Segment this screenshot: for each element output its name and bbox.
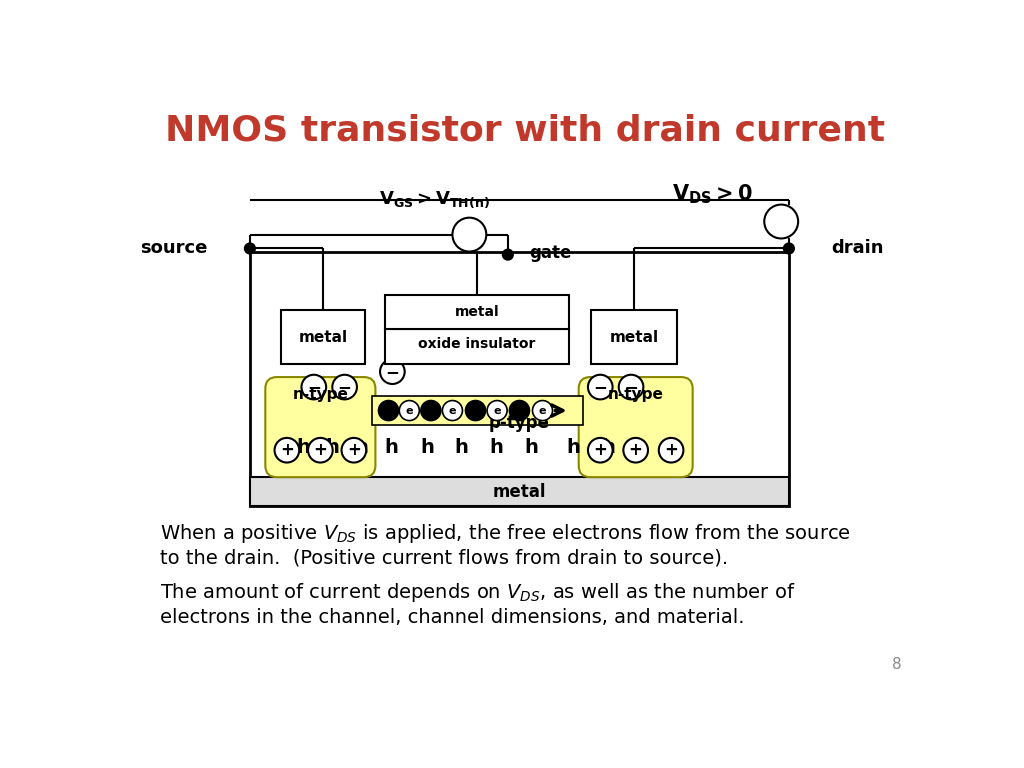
Text: p-type: p-type [489, 414, 550, 432]
Text: h: h [455, 439, 469, 458]
Text: +: + [629, 441, 643, 459]
Text: metal: metal [455, 305, 500, 319]
Text: electrons in the channel, channel dimensions, and material.: electrons in the channel, channel dimens… [160, 607, 744, 627]
Text: h: h [601, 439, 614, 458]
Text: −: − [338, 378, 351, 396]
Circle shape [308, 438, 333, 462]
Text: $\mathbf{V_{GS} > V_{TH(n)}}$: $\mathbf{V_{GS} > V_{TH(n)}}$ [379, 190, 490, 210]
Text: e: e [406, 406, 413, 415]
Circle shape [466, 401, 485, 421]
Text: e: e [494, 406, 501, 415]
Text: drain: drain [831, 240, 884, 257]
Circle shape [442, 401, 463, 421]
Text: oxide insulator: oxide insulator [419, 336, 536, 350]
Text: h: h [297, 439, 310, 458]
Circle shape [379, 401, 398, 421]
Circle shape [342, 438, 367, 462]
Circle shape [532, 401, 553, 421]
FancyBboxPatch shape [579, 377, 692, 477]
Text: $\mathbf{V_{DS} > 0}$: $\mathbf{V_{DS} > 0}$ [672, 183, 753, 207]
Text: h: h [489, 439, 503, 458]
Text: The amount of current depends on $V_{DS}$, as well as the number of: The amount of current depends on $V_{DS}… [160, 581, 796, 604]
Text: e: e [449, 406, 456, 415]
Text: h: h [326, 439, 339, 458]
Text: e: e [539, 406, 546, 415]
Circle shape [509, 401, 529, 421]
Text: When a positive $V_{DS}$ is applied, the free electrons flow from the source: When a positive $V_{DS}$ is applied, the… [160, 522, 851, 545]
Circle shape [658, 438, 683, 462]
Text: e: e [385, 406, 392, 415]
Bar [385, 295, 569, 329]
Circle shape [588, 375, 612, 399]
Circle shape [399, 401, 419, 421]
Circle shape [588, 438, 612, 462]
Bar [385, 329, 569, 364]
Text: −: − [624, 378, 638, 396]
Text: −: − [593, 378, 607, 396]
Text: metal: metal [609, 329, 658, 345]
FancyBboxPatch shape [265, 377, 376, 477]
Text: −: − [307, 378, 321, 396]
Text: - +: - + [458, 228, 476, 241]
Circle shape [783, 243, 795, 254]
Text: to the drain.  (Positive current flows from drain to source).: to the drain. (Positive current flows fr… [160, 548, 728, 568]
Text: gate: gate [529, 244, 571, 262]
Circle shape [333, 375, 357, 399]
Circle shape [503, 250, 513, 260]
Text: 8: 8 [892, 657, 901, 672]
Text: e: e [516, 406, 523, 415]
Text: h: h [420, 439, 434, 458]
Circle shape [487, 401, 507, 421]
Text: −: − [385, 362, 399, 381]
Circle shape [380, 359, 404, 384]
Text: h: h [354, 439, 369, 458]
Text: metal: metal [299, 329, 347, 345]
Bar [281, 310, 366, 364]
Text: h: h [384, 439, 397, 458]
Text: +: + [593, 441, 607, 459]
Bar [372, 396, 583, 425]
Text: e: e [427, 406, 434, 415]
Bar [250, 477, 788, 506]
Bar [591, 310, 677, 364]
Circle shape [245, 243, 255, 254]
Circle shape [301, 375, 326, 399]
Text: +: + [313, 441, 328, 459]
Circle shape [453, 217, 486, 252]
Text: h: h [524, 439, 538, 458]
Text: e: e [472, 406, 479, 415]
Text: metal: metal [493, 483, 546, 501]
Text: NMOS transistor with drain current: NMOS transistor with drain current [165, 114, 885, 147]
Text: +: + [347, 441, 360, 459]
Circle shape [618, 375, 643, 399]
Bar [250, 253, 788, 506]
Text: - +: - + [772, 215, 791, 228]
Text: n-type: n-type [607, 386, 664, 402]
Text: h: h [566, 439, 581, 458]
Circle shape [421, 401, 441, 421]
Circle shape [764, 204, 798, 238]
Text: +: + [280, 441, 294, 459]
Text: source: source [140, 240, 208, 257]
Text: n-type: n-type [293, 386, 348, 402]
Circle shape [624, 438, 648, 462]
Text: +: + [665, 441, 678, 459]
Circle shape [274, 438, 299, 462]
